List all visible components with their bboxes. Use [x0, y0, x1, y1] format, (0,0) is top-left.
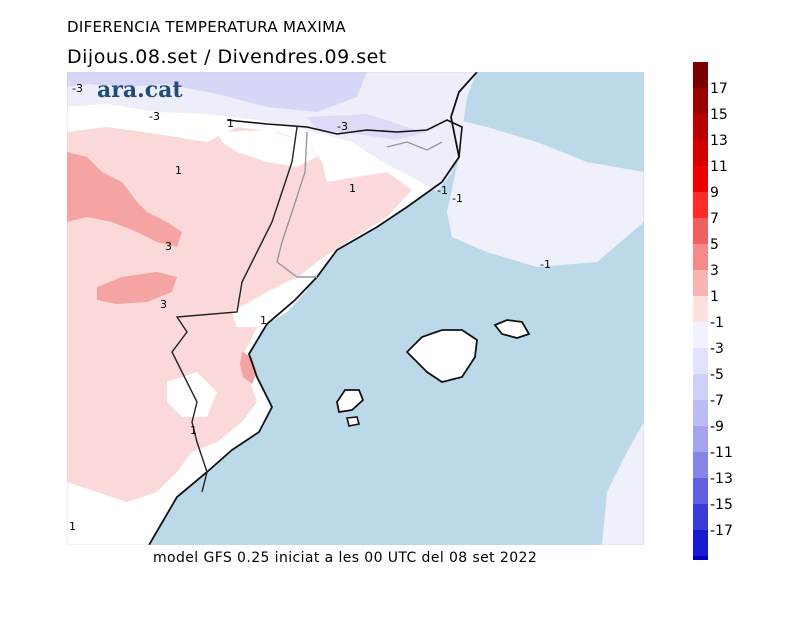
map-subtitle: Dijous.08.set / Divendres.09.set [67, 46, 387, 68]
legend-label: -3 [710, 341, 724, 357]
north-cool-east [307, 114, 427, 140]
contour-label: -1 [437, 184, 448, 197]
legend-label: -13 [710, 471, 733, 487]
contour-label: 3 [165, 240, 172, 253]
legend-label: -15 [710, 497, 733, 513]
legend-swatch [693, 348, 708, 374]
legend-label: -17 [710, 523, 733, 539]
contour-label: 1 [260, 314, 267, 327]
legend-label: 11 [710, 159, 728, 175]
contour-label: 1 [69, 520, 76, 533]
island-formentera [345, 416, 361, 427]
legend-swatch [693, 114, 708, 140]
contour-label: -3 [337, 120, 348, 133]
legend-label: -5 [710, 367, 724, 383]
country-border [226, 119, 463, 158]
legend-swatch [693, 556, 708, 560]
legend-warm-scale [693, 62, 708, 322]
legend-label: -11 [710, 445, 733, 461]
sea-minus1-band-south [602, 422, 644, 545]
island-mallorca [405, 329, 478, 383]
legend-swatch [693, 478, 708, 504]
map-title: DIFERENCIA TEMPERATURA MAXIMA [67, 18, 346, 36]
legend-swatch [693, 62, 708, 88]
legend-swatch [693, 88, 708, 114]
legend-swatch [693, 244, 708, 270]
legend-swatch [693, 426, 708, 452]
model-info: model GFS 0.25 iniciat a les 00 UTC del … [153, 550, 538, 566]
legend-swatch [693, 218, 708, 244]
legend-label: 9 [710, 185, 719, 201]
island-ibiza [336, 389, 365, 414]
neutral-area [232, 277, 307, 327]
legend-label: -1 [710, 315, 724, 331]
legend-swatch [693, 504, 708, 530]
neutral-area [167, 372, 217, 417]
legend-swatch [693, 192, 708, 218]
contour-label: 1 [175, 164, 182, 177]
legend-swatch [693, 322, 708, 348]
contour-label: 3 [160, 298, 167, 311]
warm-plus3-patch [67, 152, 182, 247]
sea-minus1-band [447, 117, 644, 267]
legend-swatch [693, 140, 708, 166]
legend-label: -7 [710, 393, 724, 409]
legend-label: -9 [710, 419, 724, 435]
legend-labels: 17 15 13 11 9 7 5 3 1 -1 -3 -5 -7 -9 -11 -13 -15 -17 [710, 81, 733, 539]
legend-swatch [693, 270, 708, 296]
legend-swatch [693, 374, 708, 400]
legend-swatch [693, 166, 708, 192]
legend-label: 13 [710, 133, 728, 149]
color-legend: 17 15 13 11 9 7 5 3 1 -1 -3 -5 -7 -9 -11 -13 -15 -17 [693, 62, 733, 560]
contour-label: 1 [349, 182, 356, 195]
island-menorca [493, 319, 531, 339]
contour-label: -1 [452, 192, 463, 205]
brand-logo: ara.cat [97, 77, 183, 103]
contour-label: -3 [72, 82, 83, 95]
legend-label: 5 [710, 237, 719, 253]
legend-label: 7 [710, 211, 719, 227]
north-cool-band [67, 72, 477, 192]
region-border [276, 131, 443, 278]
contour-label: 1 [227, 117, 234, 130]
legend-swatch [693, 296, 708, 322]
contour-label: -3 [149, 110, 160, 123]
legend-label: 1 [710, 289, 719, 305]
contour-label: 1 [190, 424, 197, 437]
temperature-difference-map: -3 -3 1 -3 1 1 -1 -1 -1 3 3 1 1 1 ara.ca… [67, 72, 644, 545]
legend-label: 15 [710, 107, 728, 123]
north-cool-core [67, 72, 367, 112]
legend-swatch [693, 530, 708, 556]
legend-label: 17 [710, 81, 728, 97]
warm-plus3-patch [240, 352, 257, 384]
region-border [171, 126, 298, 493]
warm-plus3-patch [97, 272, 177, 304]
legend-label: 3 [710, 263, 719, 279]
legend-swatch [693, 400, 708, 426]
legend-cool-scale [693, 322, 708, 560]
contour-labels: -3 -3 1 -3 1 1 -1 -1 -1 3 3 1 1 1 [69, 82, 551, 533]
legend-swatch [693, 452, 708, 478]
contour-label: -1 [540, 258, 551, 271]
